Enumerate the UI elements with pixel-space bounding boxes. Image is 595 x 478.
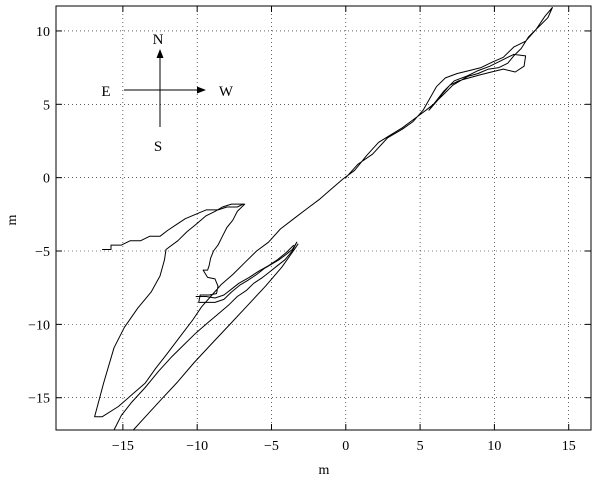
x-axis-label: m (319, 463, 330, 478)
trajectory-line-1 (94, 7, 553, 431)
compass-north-label: N (153, 32, 164, 48)
y-tick-label: 0 (43, 172, 50, 187)
plot-frame (55, 5, 592, 431)
series-group (94, 7, 553, 431)
y-tick-label: −5 (35, 245, 50, 260)
x-tick-label: −15 (112, 439, 134, 454)
y-tick-label: 5 (43, 98, 50, 113)
x-tick-label: −5 (264, 439, 279, 454)
x-tick-label: −10 (186, 439, 208, 454)
trajectory-line-3 (102, 203, 244, 250)
x-tick-label: 15 (562, 439, 576, 454)
y-tick-label: −10 (28, 318, 50, 333)
y-tick-label: −15 (28, 392, 50, 407)
y-tick-label: 10 (36, 25, 50, 40)
plot-background (56, 6, 591, 430)
ticks (56, 6, 591, 430)
compass-south-label: S (154, 139, 162, 155)
x-tick-label: 0 (342, 439, 349, 454)
grid (56, 6, 591, 430)
compass-rose: N S E W (101, 32, 234, 155)
west-arrowhead-icon (197, 86, 206, 94)
compass-east-label: E (101, 84, 110, 100)
y-tick-labels: −15 −10 −5 0 5 10 (28, 25, 50, 407)
compass-west-label: W (219, 84, 234, 100)
x-tick-label: 10 (487, 439, 501, 454)
y-axis-label: m (5, 214, 20, 225)
north-arrowhead-icon (156, 49, 164, 58)
trajectory-line-4 (195, 244, 295, 299)
x-tick-label: 5 (417, 439, 424, 454)
x-tick-labels: −15 −10 −5 0 5 10 15 (112, 439, 576, 454)
trajectory-line-2 (132, 243, 299, 431)
